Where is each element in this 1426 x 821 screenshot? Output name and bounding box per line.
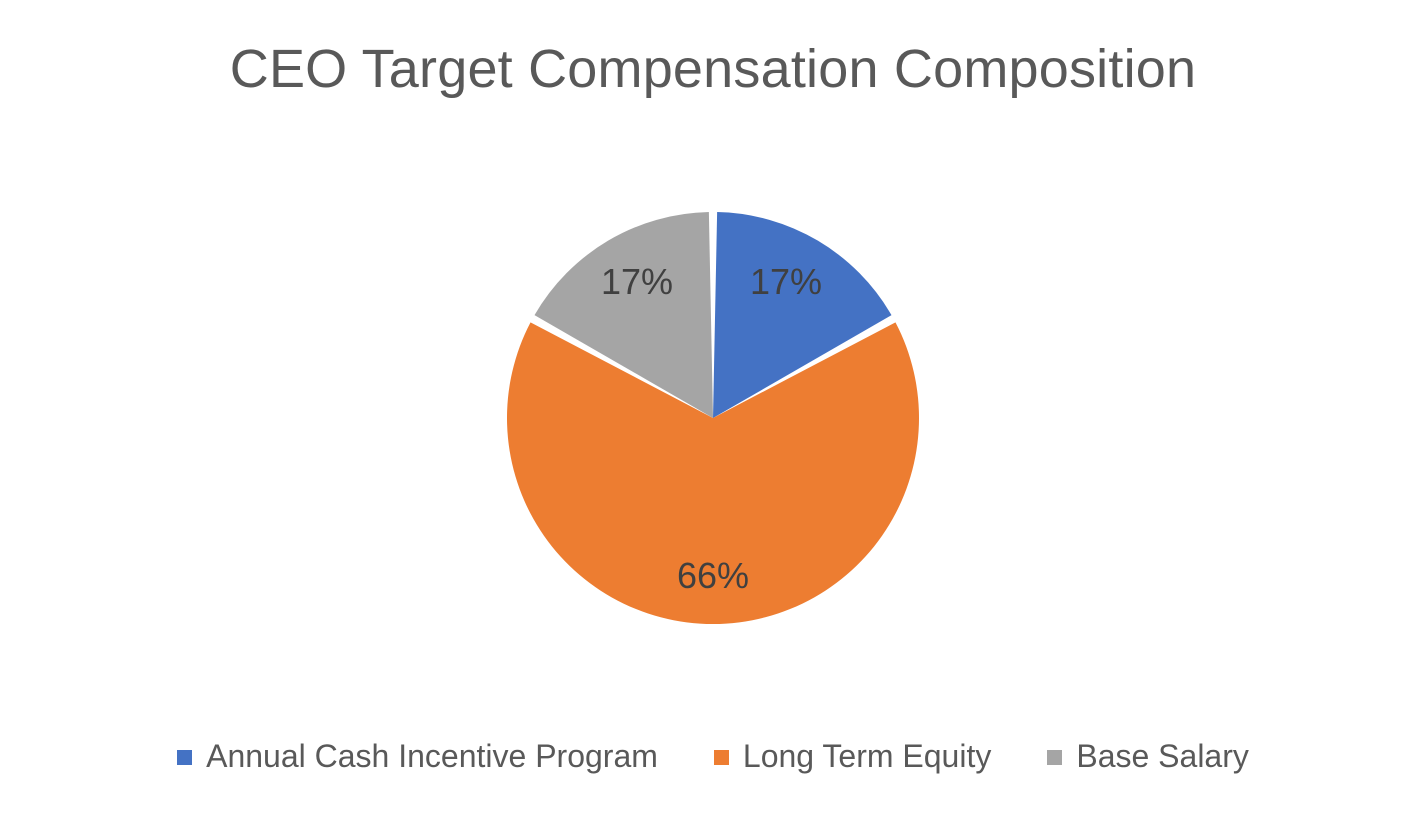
legend-item-long-term-equity[interactable]: Long Term Equity bbox=[713, 733, 992, 779]
legend-label-base-salary: Base Salary bbox=[1076, 738, 1249, 774]
legend-label-long-term-equity: Long Term Equity bbox=[742, 738, 992, 774]
legend-label-annual-cash-incentive-program: Annual Cash Incentive Program bbox=[206, 738, 658, 774]
data-label-long-term-equity: 66% bbox=[676, 555, 750, 596]
chart-legend: Annual Cash Incentive Program Long Term … bbox=[0, 733, 1426, 779]
legend-swatch-icon-long-term-equity bbox=[713, 750, 729, 765]
data-label-base-salary: 17% bbox=[600, 261, 674, 302]
pie-slice-annual-cash-incentive-program[interactable] bbox=[713, 212, 892, 418]
data-label-annual-cash-incentive-program: 17% bbox=[749, 261, 823, 302]
pie-plot-area bbox=[505, 210, 921, 626]
legend-item-annual-cash-incentive-program[interactable]: Annual Cash Incentive Program bbox=[177, 733, 658, 779]
pie-slices bbox=[507, 212, 919, 625]
pie-svg bbox=[507, 212, 919, 625]
legend-swatch-icon-base-salary bbox=[1047, 750, 1063, 765]
pie-slice-base-salary[interactable] bbox=[534, 212, 713, 418]
legend-swatch-icon-annual-cash-incentive-program bbox=[177, 750, 193, 765]
chart-title: CEO Target Compensation Composition bbox=[229, 39, 1197, 99]
pie-slice-long-term-equity[interactable] bbox=[507, 322, 919, 625]
legend-item-base-salary[interactable]: Base Salary bbox=[1047, 733, 1249, 779]
